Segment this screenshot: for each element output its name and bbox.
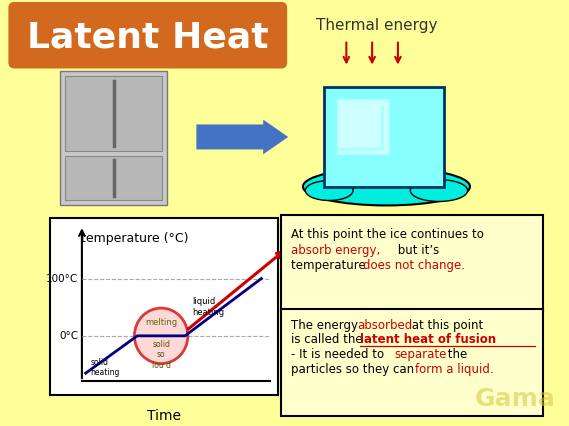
- FancyBboxPatch shape: [60, 72, 167, 205]
- Text: Gama: Gama: [475, 387, 555, 411]
- Text: temperature: temperature: [291, 259, 369, 272]
- Text: At this point the ice continues to: At this point the ice continues to: [291, 228, 484, 241]
- Text: particles so they can: particles so they can: [291, 363, 418, 376]
- Text: temperature (°C): temperature (°C): [81, 232, 188, 245]
- Ellipse shape: [303, 168, 470, 205]
- Text: The energy: The energy: [291, 319, 362, 331]
- Text: liquid
heating: liquid heating: [193, 297, 225, 317]
- Text: - It is needed to: - It is needed to: [291, 348, 388, 361]
- FancyBboxPatch shape: [51, 219, 278, 395]
- Text: at this point: at this point: [409, 319, 484, 331]
- Text: melting: melting: [145, 318, 177, 327]
- Text: Thermal energy: Thermal energy: [316, 18, 438, 33]
- Text: latent heat of fusion: latent heat of fusion: [360, 334, 496, 346]
- FancyBboxPatch shape: [9, 2, 287, 69]
- FancyBboxPatch shape: [65, 76, 162, 151]
- Ellipse shape: [410, 180, 468, 201]
- FancyBboxPatch shape: [337, 99, 389, 154]
- Text: 0°C: 0°C: [59, 331, 78, 341]
- FancyBboxPatch shape: [324, 87, 444, 187]
- Ellipse shape: [306, 181, 353, 201]
- Text: separate: separate: [394, 348, 447, 361]
- Text: absorbed: absorbed: [357, 319, 412, 331]
- Text: solid
heating: solid heating: [90, 358, 120, 377]
- FancyBboxPatch shape: [65, 156, 162, 201]
- Text: Latent Heat: Latent Heat: [27, 21, 269, 55]
- Circle shape: [134, 308, 188, 364]
- FancyBboxPatch shape: [282, 309, 543, 416]
- Text: form a liquid.: form a liquid.: [415, 363, 494, 376]
- Text: the: the: [444, 348, 467, 361]
- Text: absorb energy,: absorb energy,: [291, 244, 380, 257]
- Text: but it’s: but it’s: [394, 244, 439, 257]
- Text: solid
so
lou d: solid so lou d: [151, 340, 171, 370]
- FancyArrowPatch shape: [196, 120, 288, 154]
- Text: 100°C: 100°C: [46, 273, 78, 284]
- Text: Time: Time: [147, 409, 181, 423]
- Text: does not change.: does not change.: [362, 259, 464, 272]
- FancyBboxPatch shape: [282, 216, 543, 311]
- Text: is called the: is called the: [291, 334, 366, 346]
